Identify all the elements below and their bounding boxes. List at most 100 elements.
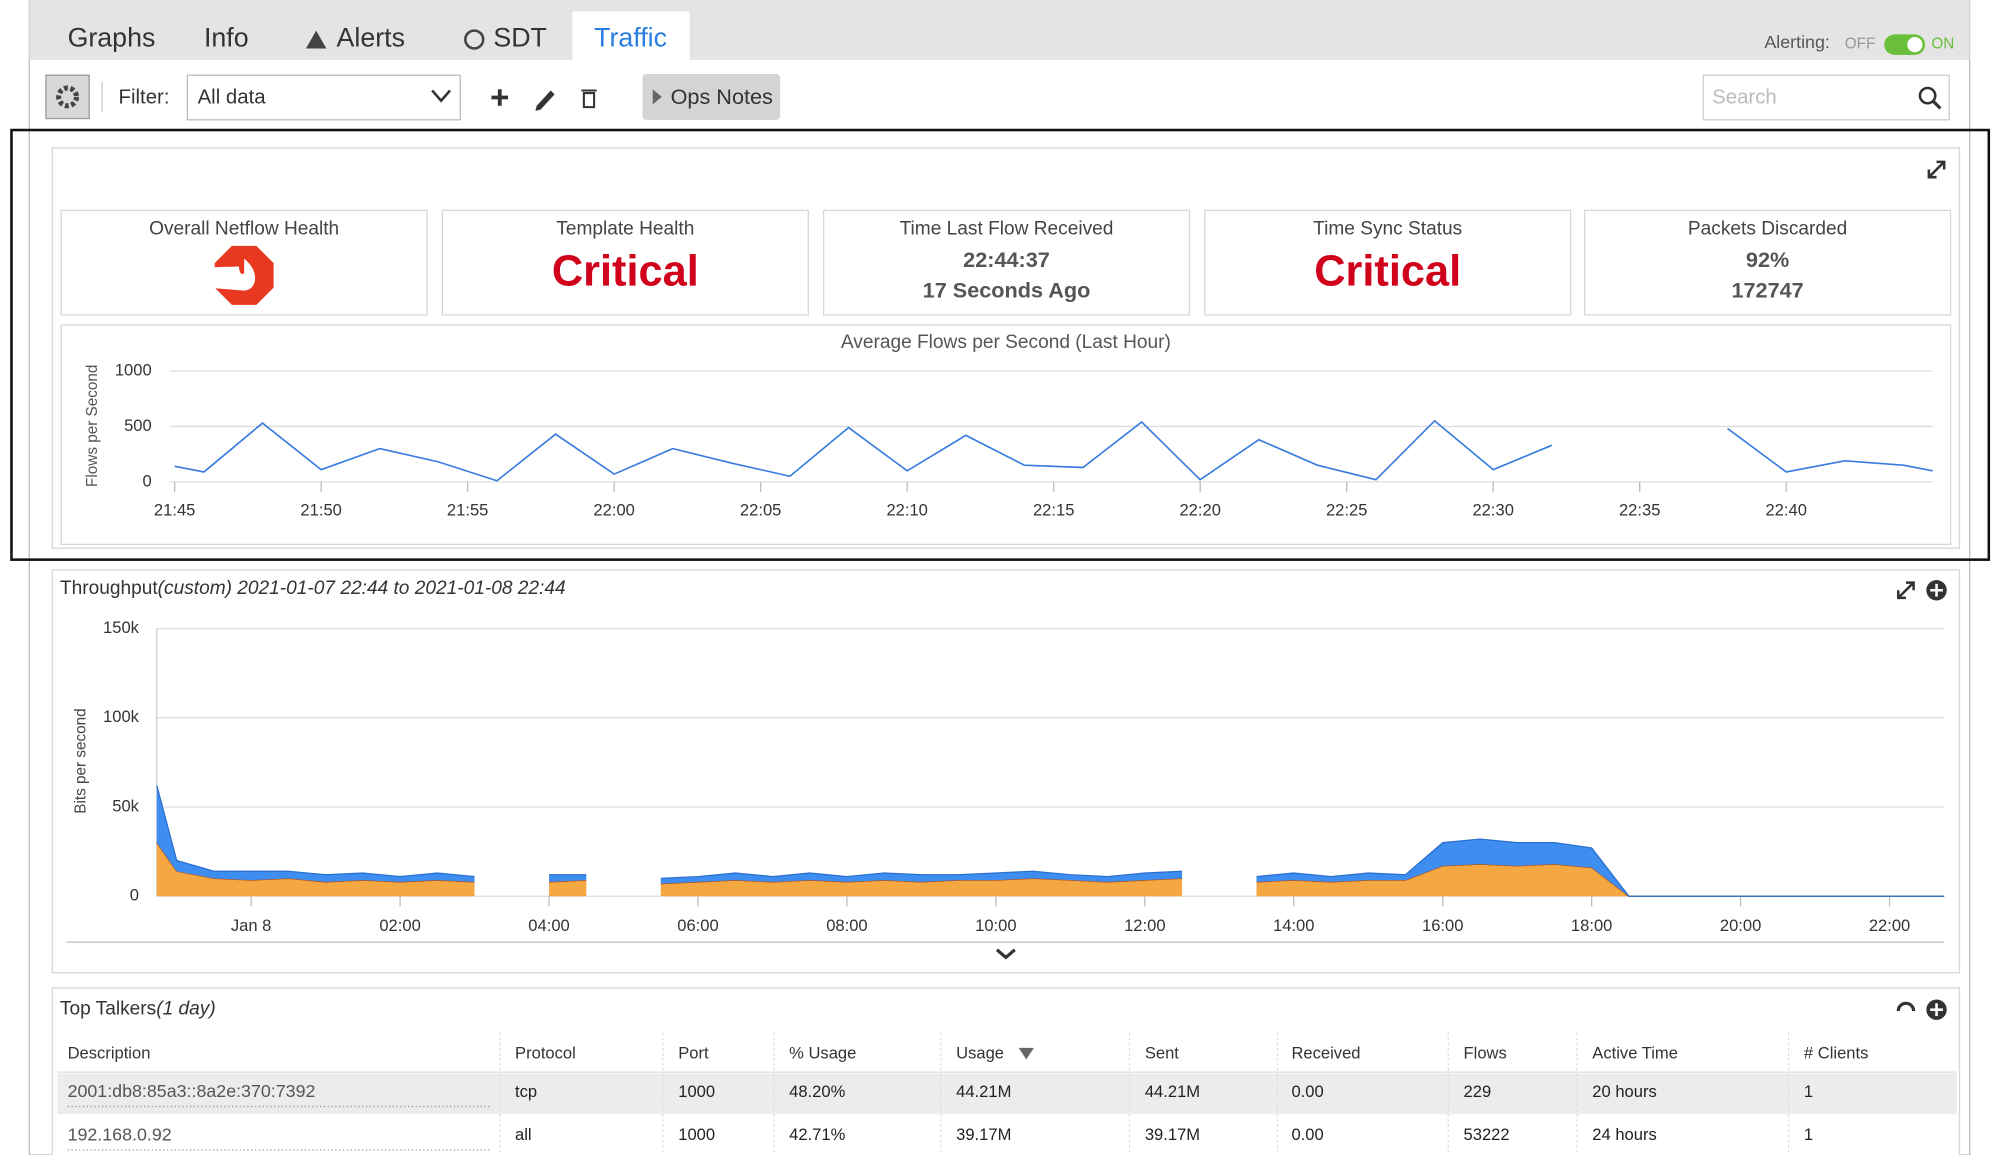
delete-button[interactable]: [581, 89, 597, 109]
tile-status: Critical: [1314, 248, 1461, 296]
alert-icon: [305, 30, 327, 49]
active-tab: [572, 11, 690, 60]
chart-title: Average Flows per Second (Last Hour): [841, 332, 1171, 353]
ops-notes-label: Ops Notes: [671, 84, 773, 109]
filter-select[interactable]: [186, 74, 461, 121]
table-cell: 42.71%: [789, 1125, 845, 1144]
tab[interactable]: Graphs: [68, 23, 156, 53]
column-header[interactable]: Description: [68, 1044, 151, 1063]
table-cell: 1000: [678, 1082, 715, 1101]
y-tick-label: 150k: [103, 618, 140, 637]
column-header[interactable]: Port: [678, 1044, 709, 1063]
throughput-panel: [51, 569, 1961, 974]
x-tick-label: 21:45: [154, 501, 195, 520]
table-cell[interactable]: 192.168.0.92: [68, 1125, 172, 1145]
edit-button[interactable]: [535, 90, 555, 111]
expand-icon[interactable]: [1897, 581, 1915, 600]
period-text: (1 day): [156, 999, 215, 1020]
table-cell: 39.17M: [1145, 1125, 1200, 1144]
table-cell: 44.21M: [1145, 1082, 1200, 1101]
area-edge: [156, 785, 1945, 897]
y-axis-label: Flows per Second: [84, 365, 101, 487]
x-tick-label: 22:05: [740, 501, 781, 520]
y-tick-label: 1000: [115, 360, 152, 379]
tile-title: Template Health: [556, 219, 694, 240]
y-tick-label: 100k: [103, 707, 140, 726]
x-tick-label: 22:00: [1869, 916, 1910, 935]
tile-value: 22:44:37: [963, 247, 1050, 272]
tile-title: Packets Discarded: [1688, 219, 1847, 240]
column-header[interactable]: Received: [1291, 1044, 1360, 1063]
x-tick-label: 08:00: [826, 916, 867, 935]
column-header[interactable]: # Clients: [1804, 1044, 1868, 1063]
line-chart-box: [60, 324, 1952, 545]
tab-bar: [29, 0, 1970, 60]
column-header[interactable]: Usage: [956, 1044, 1004, 1063]
tile-title: Time Sync Status: [1313, 219, 1462, 240]
area-chart: Throughput(custom) 2021-01-07 22:44 to 2…: [60, 578, 1945, 943]
table-cell: 44.21M: [956, 1082, 1011, 1101]
table-cell: 1: [1804, 1082, 1813, 1101]
alerting-label: Alerting:: [1764, 32, 1829, 52]
table-cell: 0.00: [1291, 1082, 1323, 1101]
tile-value: 92%: [1746, 247, 1789, 272]
x-tick-label: 22:35: [1619, 501, 1660, 520]
tile-title: Time Last Flow Received: [900, 219, 1114, 240]
status-tile: [441, 209, 809, 316]
alerting-off: OFF: [1845, 36, 1876, 53]
x-tick-label: 22:10: [886, 501, 927, 520]
x-tick-label: 22:00: [593, 501, 634, 520]
status-tile: [1584, 209, 1952, 316]
table-cell: 1000: [678, 1125, 715, 1144]
collapse-chevron[interactable]: [995, 948, 1016, 960]
expand-icon[interactable]: [1927, 160, 1946, 179]
column-header[interactable]: Active Time: [1592, 1044, 1678, 1063]
settings-button[interactable]: [45, 74, 90, 120]
tab[interactable]: Info: [204, 23, 249, 53]
column-header[interactable]: Sent: [1145, 1044, 1179, 1063]
x-tick-label: 16:00: [1422, 916, 1463, 935]
tile-title: Overall Netflow Health: [149, 219, 339, 240]
status-tile: [1204, 209, 1572, 316]
data-line: [174, 419, 1933, 482]
x-tick-label: 21:50: [300, 501, 341, 520]
status-tile: [822, 209, 1191, 316]
column-header[interactable]: % Usage: [789, 1044, 856, 1063]
search-box[interactable]: [1702, 74, 1950, 121]
highlight-box: [10, 128, 1991, 561]
ops-notes-button[interactable]: [642, 73, 781, 120]
y-tick-label: 500: [124, 416, 152, 435]
x-tick-label: 21:55: [447, 501, 488, 520]
area: [156, 842, 1945, 897]
search-icon-handle: [1931, 99, 1942, 110]
x-tick-label: 20:00: [1720, 916, 1761, 935]
table-cell[interactable]: 2001:db8:85a3::8a2e:370:7392: [68, 1081, 316, 1101]
flame-icon: [130, 258, 256, 291]
tab-active[interactable]: Traffic: [594, 23, 667, 53]
tab[interactable]: Alerts: [337, 23, 405, 53]
table-cell: 229: [1464, 1082, 1492, 1101]
table-cell: 1: [1804, 1125, 1813, 1144]
tab[interactable]: SDT: [493, 23, 547, 53]
refresh-icon[interactable]: [1896, 1001, 1916, 1012]
filter-value: All data: [198, 87, 267, 109]
column-header[interactable]: Protocol: [515, 1044, 576, 1063]
x-tick-label: 22:25: [1326, 501, 1367, 520]
x-tick-label: 02:00: [379, 916, 420, 935]
tile-value: 172747: [1731, 278, 1803, 303]
column-header[interactable]: Flows: [1464, 1044, 1507, 1063]
table-cell: tcp: [515, 1082, 537, 1101]
table-cell: 0.00: [1291, 1125, 1323, 1144]
toggle-knob: [1907, 36, 1923, 53]
selected-row: [57, 1073, 1957, 1115]
x-tick-label: 22:30: [1472, 501, 1513, 520]
add-button[interactable]: [491, 89, 509, 106]
tiles: Overall Netflow Health Template Health Cri…: [60, 209, 1952, 316]
y-tick-label: 0: [142, 471, 151, 490]
search-placeholder: Search: [1712, 87, 1777, 109]
x-tick-label: 22:15: [1033, 501, 1074, 520]
table-cell: 20 hours: [1592, 1082, 1656, 1101]
x-tick-label: 22:20: [1179, 501, 1220, 520]
alerting-on: ON: [1931, 36, 1954, 53]
